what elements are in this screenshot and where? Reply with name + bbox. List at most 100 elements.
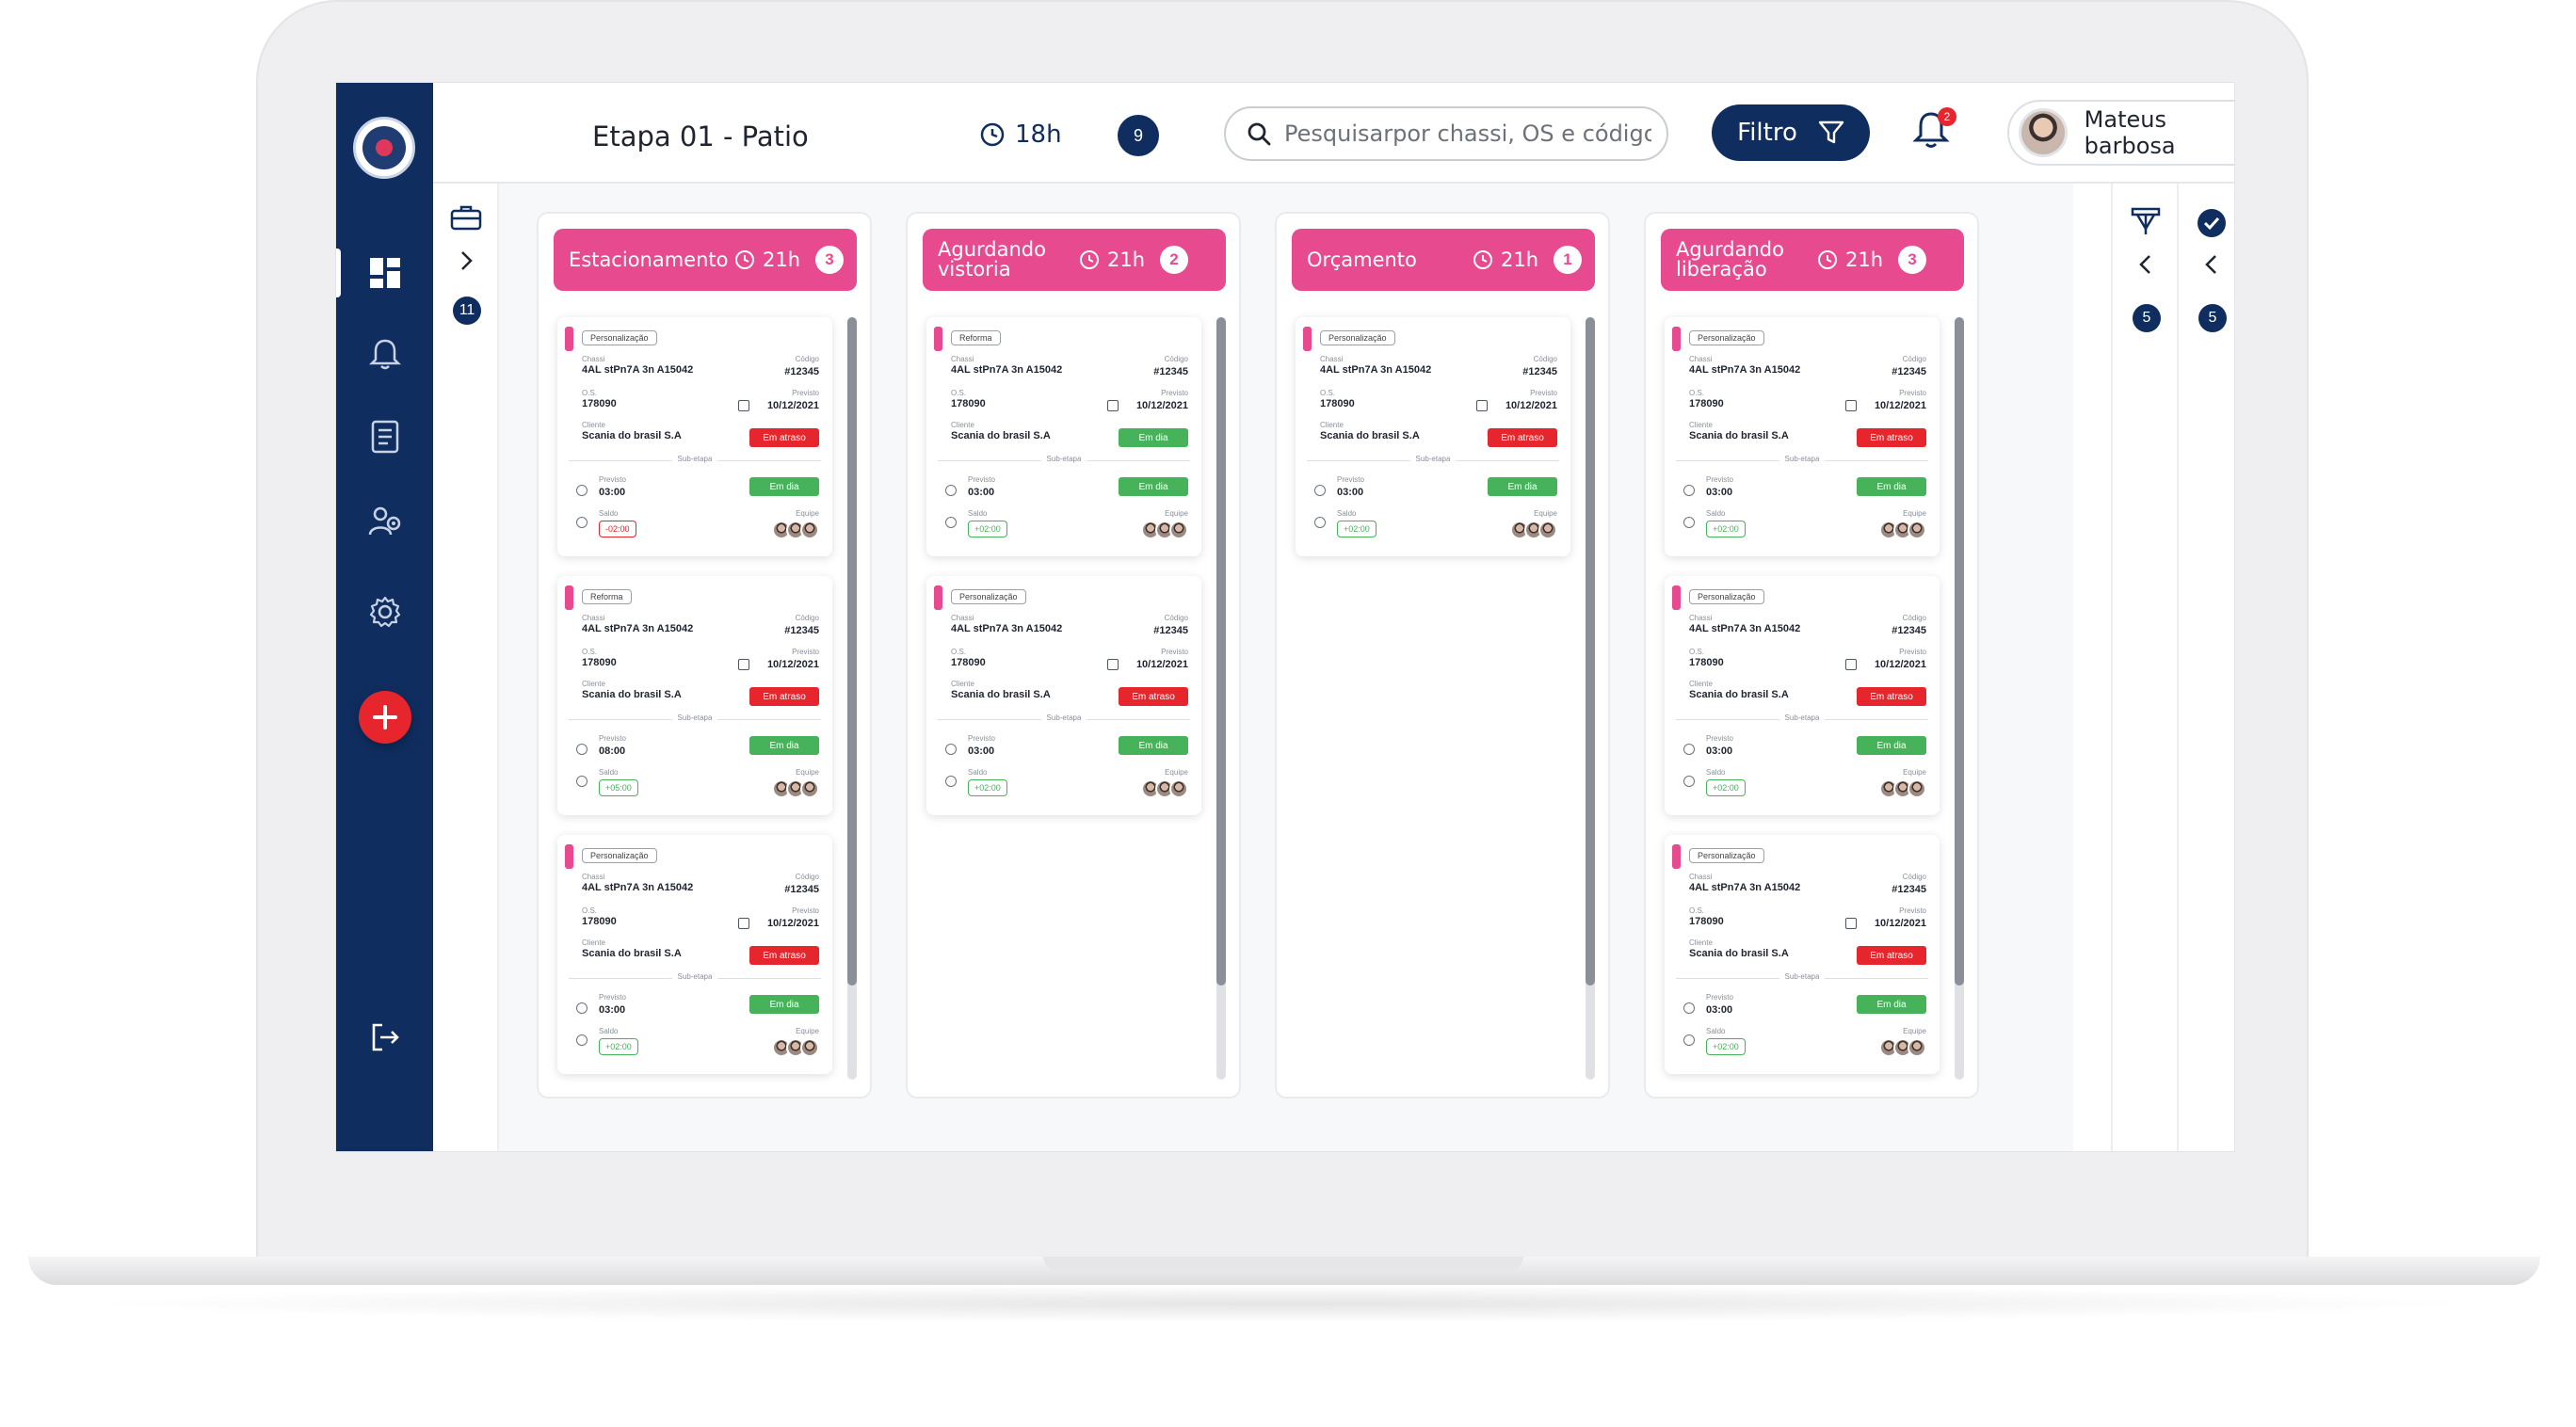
card-tag: Personalização [1689, 848, 1764, 863]
codigo-label: Código [795, 355, 819, 363]
sub-previsto-value: 03:00 [1706, 487, 1733, 498]
filter-button[interactable]: Filtro [1712, 104, 1870, 161]
sub-etapa-label: Sub-etapa [926, 455, 1201, 463]
card-priority-stripe [1672, 327, 1681, 351]
collapse-right-button-2[interactable] [2204, 253, 2219, 281]
cliente-label: Cliente [582, 938, 605, 947]
column-header[interactable]: Orçamento 21h 1 [1292, 229, 1595, 291]
work-order-card[interactable]: Reforma Chassi 4AL stPn7A 3n A15042 Código #… [926, 317, 1201, 556]
date-value: 10/12/2021 [766, 659, 819, 670]
team-avatars [1879, 779, 1926, 798]
add-button[interactable] [359, 691, 411, 744]
clock-icon [734, 250, 754, 269]
search-input[interactable] [1284, 120, 1651, 147]
sidebar-item-dashboard[interactable] [366, 254, 404, 292]
codigo-value: #12345 [1892, 884, 1926, 895]
cliente-label: Cliente [1320, 421, 1344, 429]
avatar [1169, 521, 1188, 539]
os-value: 178090 [1320, 398, 1355, 409]
column-count-badge: 2 [1160, 246, 1189, 274]
column-time-value: 21h [1845, 249, 1884, 271]
os-value: 178090 [1689, 398, 1724, 409]
codigo-label: Código [1164, 614, 1188, 622]
codigo-value: #12345 [1153, 625, 1188, 636]
equipe-label: Equipe [796, 1027, 819, 1035]
collapse-right-button-1[interactable] [2138, 253, 2153, 281]
cliente-value: Scania do brasil S.A [582, 430, 682, 441]
avatar [1169, 779, 1188, 798]
os-value: 178090 [582, 916, 617, 927]
chassi-value: 4AL stPn7A 3n A15042 [582, 623, 694, 634]
clock-icon [1080, 250, 1099, 269]
equipe-label: Equipe [796, 509, 819, 518]
clock-icon [576, 776, 588, 787]
column-header[interactable]: Agurdando liberação 21h 3 [1661, 229, 1964, 291]
user-name: Mateus barbosa [2084, 106, 2176, 159]
work-order-card[interactable]: Personalização Chassi 4AL stPn7A 3n A15042… [557, 317, 832, 556]
sidebar-item-team[interactable] [366, 503, 404, 540]
status-badge: Em atraso [1857, 428, 1926, 447]
sidebar-item-settings[interactable] [366, 593, 404, 631]
work-order-card[interactable]: Personalização Chassi 4AL stPn7A 3n A15042… [1665, 835, 1940, 1074]
equipe-label: Equipe [1903, 1027, 1926, 1035]
column-header[interactable]: Agurdando vistoria 21h 2 [923, 229, 1226, 291]
avatar [800, 521, 819, 539]
chevron-left-icon [2205, 255, 2216, 274]
column-time: 21h [1817, 249, 1883, 271]
status-badge: Em atraso [749, 687, 819, 706]
cliente-label: Cliente [1689, 421, 1713, 429]
filter-label: Filtro [1737, 119, 1797, 147]
column-scrollbar[interactable] [847, 317, 857, 1080]
sub-previsto-value: 08:00 [599, 746, 626, 757]
user-menu[interactable]: Mateus barbosa [2007, 100, 2234, 166]
team-avatars [1879, 521, 1926, 539]
work-order-card[interactable]: Personalização Chassi 4AL stPn7A 3n A15042… [557, 835, 832, 1074]
kanban-column: Agurdando vistoria 21h 2 Reforma Chassi 4AL s… [906, 212, 1241, 1098]
clock-icon [576, 1002, 588, 1014]
column-scrollbar[interactable] [1216, 317, 1226, 1080]
work-order-card[interactable]: Personalização Chassi 4AL stPn7A 3n A15042… [1665, 576, 1940, 815]
dashboard-icon [370, 258, 400, 288]
column-scrollbar-thumb[interactable] [1955, 317, 1964, 986]
previsto-label: Previsto [1706, 475, 1733, 484]
expand-left-button[interactable] [459, 249, 474, 277]
column-scrollbar[interactable] [1586, 317, 1595, 1080]
os-label: O.S. [582, 648, 598, 656]
work-order-card[interactable]: Personalização Chassi 4AL stPn7A 3n A15042… [1296, 317, 1570, 556]
column-scrollbar-thumb[interactable] [847, 317, 857, 986]
team-avatars [1141, 521, 1188, 539]
notifications-button[interactable]: 2 [1911, 107, 1956, 154]
sub-previsto-value: 03:00 [599, 1004, 626, 1016]
work-order-card[interactable]: Personalização Chassi 4AL stPn7A 3n A15042… [1665, 317, 1940, 556]
briefcase-button[interactable] [450, 204, 482, 235]
sub-etapa-text: Sub-etapa [1409, 455, 1457, 463]
sub-etapa-label: Sub-etapa [557, 455, 832, 463]
check-button[interactable] [2197, 208, 2227, 243]
calendar-icon [1107, 659, 1119, 670]
sub-etapa-text: Sub-etapa [671, 455, 718, 463]
team-avatars [772, 779, 819, 798]
chassi-label: Chassi [582, 873, 605, 881]
search-box[interactable] [1224, 106, 1668, 161]
team-avatars [1879, 1038, 1926, 1057]
column-scrollbar[interactable] [1955, 317, 1964, 1080]
brand-logo[interactable] [353, 117, 415, 179]
chassi-value: 4AL stPn7A 3n A15042 [951, 623, 1063, 634]
column-scrollbar-thumb[interactable] [1586, 317, 1595, 986]
column-scrollbar-thumb[interactable] [1216, 317, 1226, 986]
codigo-label: Código [1902, 355, 1926, 363]
right-panel-2: 5 [2177, 184, 2234, 1151]
work-order-card[interactable]: Personalização Chassi 4AL stPn7A 3n A15042… [926, 576, 1201, 815]
logout-button[interactable] [366, 1018, 404, 1056]
sidebar-item-notifications[interactable] [366, 335, 404, 373]
chassi-label: Chassi [951, 614, 974, 622]
os-label: O.S. [1320, 389, 1336, 397]
hierarchy-button[interactable] [2130, 206, 2162, 241]
sidebar-item-reports[interactable] [366, 418, 404, 456]
work-order-card[interactable]: Reforma Chassi 4AL stPn7A 3n A15042 Código #… [557, 576, 832, 815]
column-header[interactable]: Estacionamento 21h 3 [554, 229, 857, 291]
codigo-value: #12345 [1892, 366, 1926, 377]
card-priority-stripe [934, 327, 942, 351]
avatar [1908, 1038, 1926, 1057]
date-value: 10/12/2021 [1505, 400, 1557, 411]
